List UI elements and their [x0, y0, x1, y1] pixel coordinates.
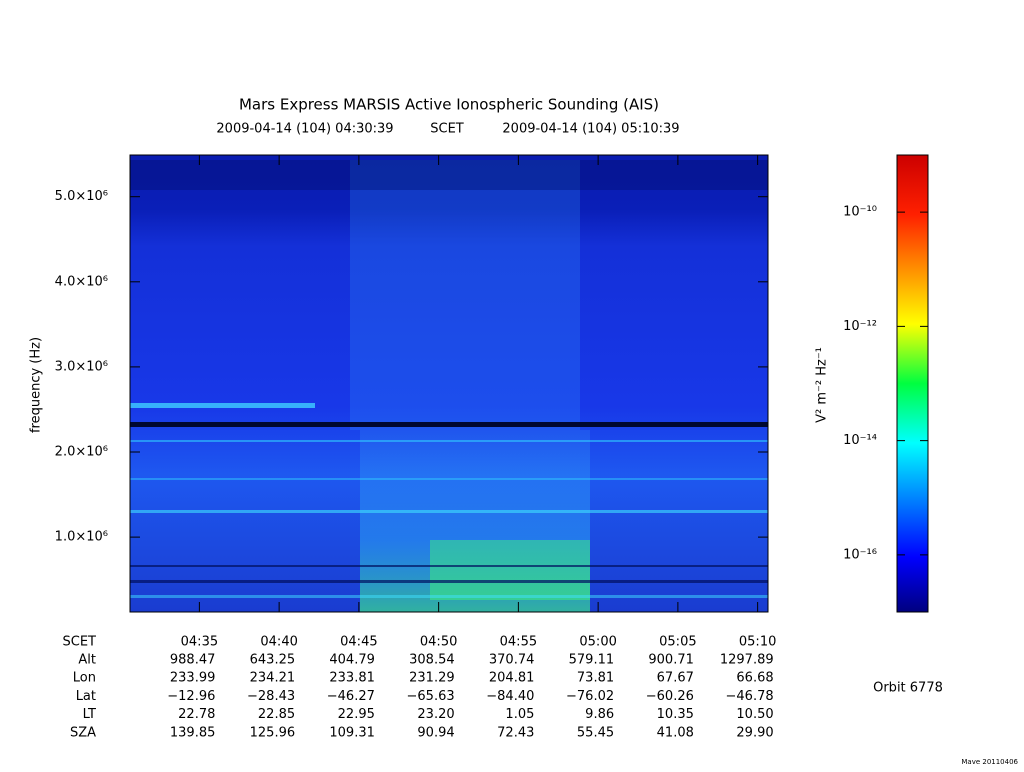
ephemeris-value: 22.95 — [338, 707, 375, 722]
chart-title: Mars Express MARSIS Active Ionospheric S… — [239, 96, 659, 114]
ephemeris-value: 900.71 — [648, 653, 694, 668]
ephemeris-value: 579.11 — [569, 653, 615, 668]
ephemeris-value: 90.94 — [417, 725, 454, 740]
ephemeris-value: 204.81 — [489, 671, 535, 686]
x-tick-label: 04:55 — [500, 635, 537, 650]
ephemeris-value: 22.85 — [258, 707, 295, 722]
x-tick-label: 04:45 — [340, 635, 377, 650]
ephemeris-value: −28.43 — [247, 689, 295, 704]
colorbar-tick-label: 10⁻¹⁰ — [843, 205, 877, 220]
colorbar-tick-label: 10⁻¹² — [843, 319, 877, 334]
x-tick-label: 04:50 — [420, 635, 457, 650]
x-tick-label: 04:40 — [260, 635, 297, 650]
ephemeris-value: −46.78 — [726, 689, 774, 704]
ephemeris-value: −46.27 — [327, 689, 375, 704]
row-label: LT — [83, 707, 96, 722]
ephemeris-value: −60.26 — [646, 689, 694, 704]
row-label: Lon — [73, 671, 96, 686]
row-label: Lat — [76, 689, 96, 704]
ephemeris-value: 109.31 — [329, 725, 375, 740]
ephemeris-value: −65.63 — [407, 689, 455, 704]
ephemeris-value: 1297.89 — [720, 653, 774, 668]
ephemeris-value: 22.78 — [178, 707, 215, 722]
time-start: 2009-04-14 (104) 04:30:39 — [216, 122, 393, 137]
ephemeris-value: 643.25 — [250, 653, 296, 668]
ephemeris-value: 67.67 — [657, 671, 694, 686]
orbit-label: Orbit 6778 — [873, 681, 943, 696]
ephemeris-value: −76.02 — [566, 689, 614, 704]
x-tick-label: 05:10 — [739, 635, 776, 650]
time-end: 2009-04-14 (104) 05:10:39 — [502, 122, 679, 137]
ephemeris-value: 72.43 — [497, 725, 534, 740]
ephemeris-value: 73.81 — [577, 671, 614, 686]
ephemeris-value: 988.47 — [170, 653, 216, 668]
ephemeris-value: 139.85 — [170, 725, 216, 740]
ephemeris-value: 23.20 — [417, 707, 454, 722]
ephemeris-value: −84.40 — [486, 689, 534, 704]
row-label: SCET — [63, 635, 97, 650]
colorbar-label: V² m⁻² Hz⁻¹ — [815, 347, 830, 423]
ephemeris-value: 234.21 — [250, 671, 296, 686]
ephemeris-value: 10.35 — [657, 707, 694, 722]
y-tick-label: 2.0×10⁶ — [55, 445, 108, 460]
ephemeris-value: 404.79 — [329, 653, 375, 668]
x-tick-label: 05:05 — [659, 635, 696, 650]
row-label: Alt — [78, 653, 96, 668]
ephemeris-value: 55.45 — [577, 725, 614, 740]
ephemeris-value: −12.96 — [167, 689, 215, 704]
ephemeris-value: 231.29 — [409, 671, 455, 686]
x-tick-label: 04:35 — [181, 635, 218, 650]
colorbar-tick-label: 10⁻¹⁴ — [843, 433, 877, 448]
y-tick-label: 5.0×10⁶ — [55, 189, 108, 204]
ephemeris-value: 233.81 — [329, 671, 375, 686]
ephemeris-value: 10.50 — [736, 707, 773, 722]
ephemeris-value: 41.08 — [657, 725, 694, 740]
spectrogram-image — [129, 154, 769, 613]
ephemeris-value: 233.99 — [170, 671, 216, 686]
y-tick-label: 3.0×10⁶ — [55, 359, 108, 374]
y-tick-label: 4.0×10⁶ — [55, 274, 108, 289]
y-axis-label: frequency (Hz) — [29, 337, 44, 433]
ephemeris-value: 66.68 — [736, 671, 773, 686]
row-label: SZA — [70, 725, 96, 740]
colorbar — [896, 154, 929, 613]
ephemeris-value: 125.96 — [250, 725, 296, 740]
ephemeris-value: 1.05 — [505, 707, 534, 722]
colorbar-tick-label: 10⁻¹⁶ — [843, 547, 877, 562]
time-frame: SCET — [430, 122, 464, 137]
footer-label: Mave 20110406 — [961, 758, 1018, 766]
y-tick-label: 1.0×10⁶ — [55, 530, 108, 545]
ephemeris-value: 29.90 — [736, 725, 773, 740]
ephemeris-value: 370.74 — [489, 653, 535, 668]
x-tick-label: 05:00 — [579, 635, 616, 650]
ephemeris-value: 308.54 — [409, 653, 455, 668]
ephemeris-value: 9.86 — [585, 707, 614, 722]
